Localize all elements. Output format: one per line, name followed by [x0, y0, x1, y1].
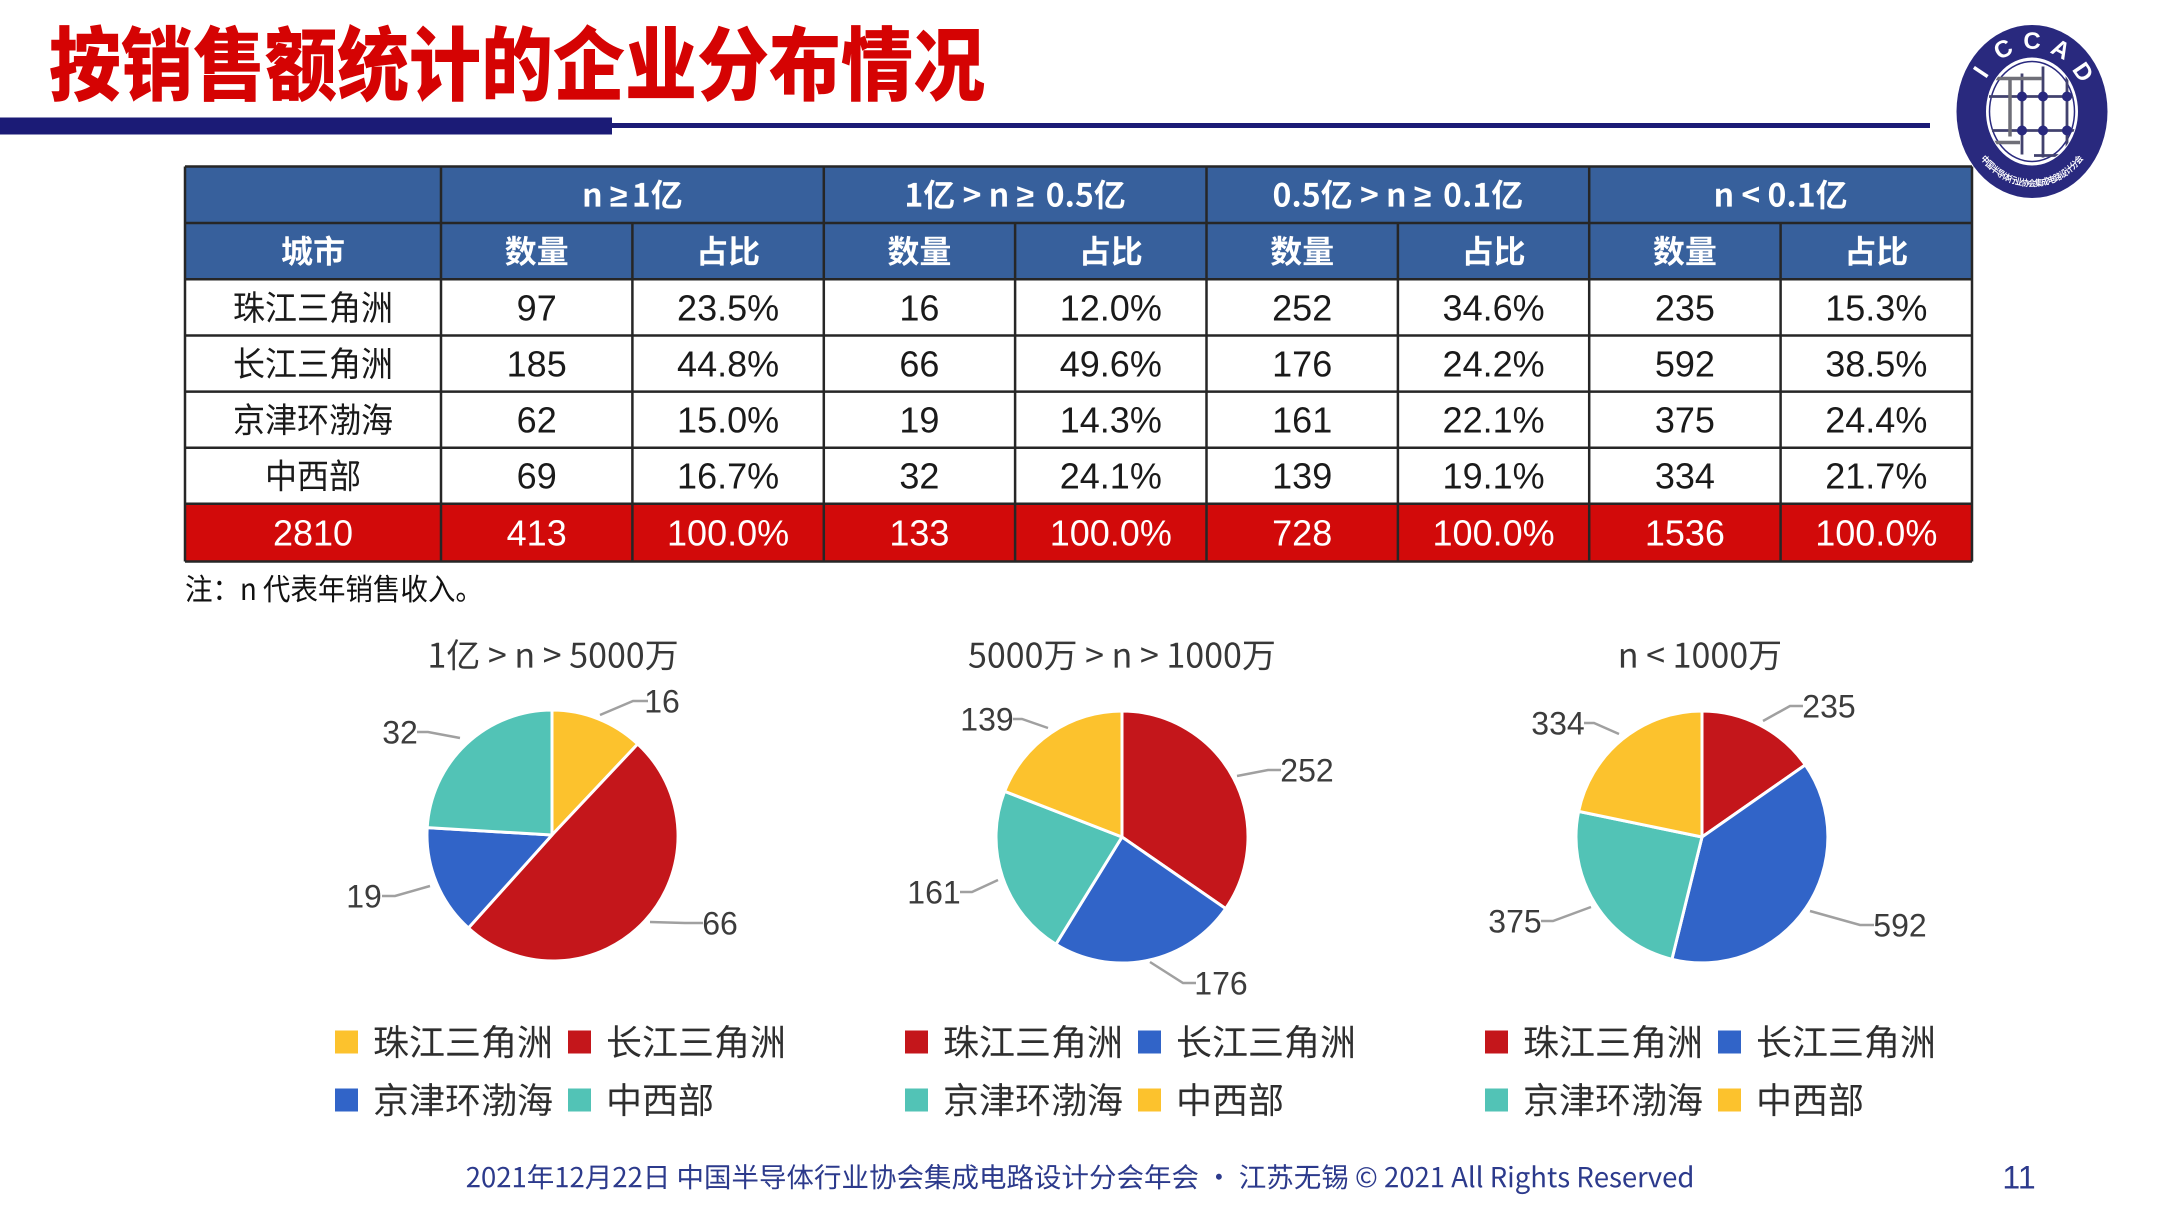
svg-text:34.6%: 34.6% [1443, 287, 1545, 328]
svg-text:66: 66 [702, 906, 738, 942]
svg-text:66: 66 [899, 343, 939, 384]
svg-text:176: 176 [1194, 966, 1247, 1002]
svg-text:24.1%: 24.1% [1060, 456, 1162, 497]
svg-text:38.5%: 38.5% [1825, 343, 1927, 384]
svg-text:32: 32 [382, 715, 418, 751]
svg-text:100.0%: 100.0% [1815, 513, 1937, 554]
svg-text:139: 139 [1272, 456, 1332, 497]
svg-text:413: 413 [507, 513, 567, 554]
svg-text:24.2%: 24.2% [1443, 343, 1545, 384]
svg-text:19.1%: 19.1% [1443, 456, 1545, 497]
svg-text:16: 16 [899, 287, 939, 328]
svg-text:19: 19 [346, 879, 382, 915]
svg-text:100.0%: 100.0% [1433, 513, 1555, 554]
svg-text:32: 32 [899, 456, 939, 497]
svg-text:235: 235 [1655, 287, 1715, 328]
svg-text:185: 185 [507, 343, 567, 384]
svg-text:19: 19 [899, 400, 939, 441]
svg-text:15.3%: 15.3% [1825, 287, 1927, 328]
svg-text:252: 252 [1280, 753, 1333, 789]
svg-text:176: 176 [1272, 343, 1332, 384]
svg-text:44.8%: 44.8% [677, 343, 779, 384]
svg-text:2810: 2810 [273, 513, 353, 554]
svg-text:11: 11 [2002, 1160, 2035, 1196]
svg-text:24.4%: 24.4% [1825, 400, 1927, 441]
svg-text:133: 133 [889, 513, 949, 554]
svg-text:334: 334 [1655, 456, 1715, 497]
svg-text:375: 375 [1655, 400, 1715, 441]
svg-text:C: C [2023, 28, 2040, 55]
svg-text:100.0%: 100.0% [667, 513, 789, 554]
svg-text:16.7%: 16.7% [677, 456, 779, 497]
svg-text:1536: 1536 [1645, 513, 1725, 554]
svg-text:12.0%: 12.0% [1060, 287, 1162, 328]
svg-text:69: 69 [517, 456, 557, 497]
svg-text:252: 252 [1272, 287, 1332, 328]
svg-text:16: 16 [644, 684, 680, 720]
svg-text:62: 62 [517, 400, 557, 441]
svg-text:97: 97 [517, 287, 557, 328]
svg-text:334: 334 [1531, 706, 1584, 742]
svg-text:22.1%: 22.1% [1443, 400, 1545, 441]
svg-text:14.3%: 14.3% [1060, 400, 1162, 441]
svg-text:235: 235 [1802, 689, 1855, 725]
svg-text:15.0%: 15.0% [677, 400, 779, 441]
svg-text:592: 592 [1873, 908, 1926, 944]
svg-text:100.0%: 100.0% [1050, 513, 1172, 554]
svg-text:23.5%: 23.5% [677, 287, 779, 328]
svg-text:21.7%: 21.7% [1825, 456, 1927, 497]
svg-text:161: 161 [1272, 400, 1332, 441]
svg-text:49.6%: 49.6% [1060, 343, 1162, 384]
svg-text:375: 375 [1488, 904, 1541, 940]
svg-text:728: 728 [1272, 513, 1332, 554]
svg-text:592: 592 [1655, 343, 1715, 384]
svg-text:161: 161 [907, 875, 960, 911]
svg-text:139: 139 [960, 702, 1013, 738]
